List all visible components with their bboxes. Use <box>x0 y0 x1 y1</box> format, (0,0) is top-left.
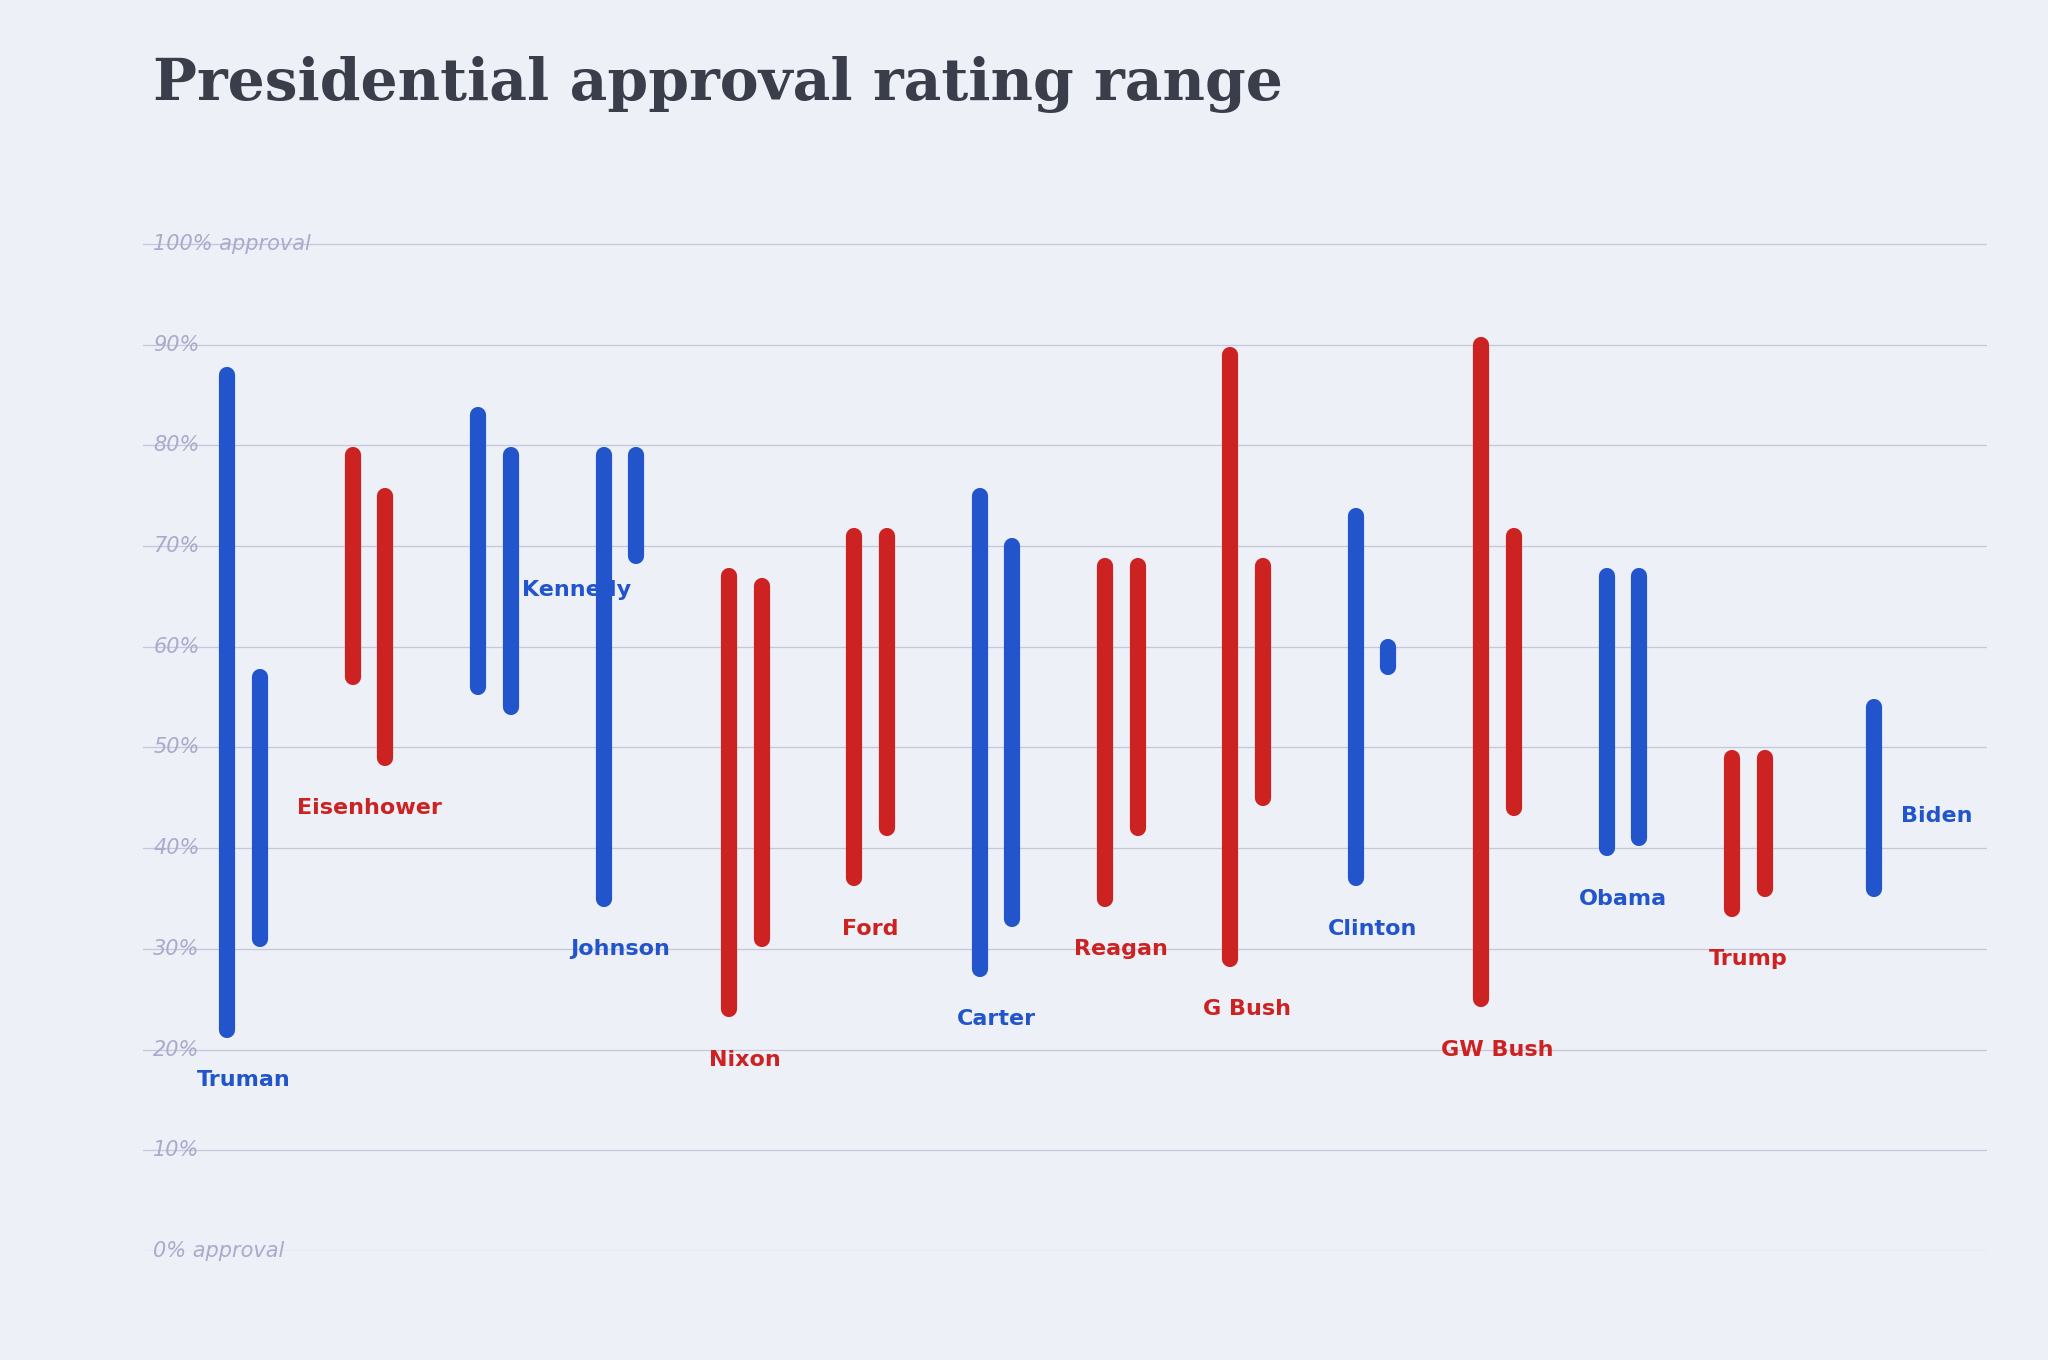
Text: 50%: 50% <box>154 737 201 758</box>
Text: Biden: Biden <box>1901 806 1972 826</box>
Text: 100% approval: 100% approval <box>154 234 311 254</box>
Text: Nixon: Nixon <box>709 1050 780 1070</box>
Text: Reagan: Reagan <box>1075 938 1167 959</box>
Text: Trump: Trump <box>1708 949 1788 968</box>
Text: 10%: 10% <box>154 1141 201 1160</box>
Text: Truman: Truman <box>197 1070 291 1089</box>
Text: Eisenhower: Eisenhower <box>297 798 442 817</box>
Text: 60%: 60% <box>154 636 201 657</box>
Text: Ford: Ford <box>842 919 899 938</box>
Text: Johnson: Johnson <box>569 938 670 959</box>
Text: GW Bush: GW Bush <box>1442 1039 1554 1059</box>
Text: Clinton: Clinton <box>1327 919 1417 938</box>
Text: 70%: 70% <box>154 536 201 556</box>
Text: 90%: 90% <box>154 335 201 355</box>
Text: Obama: Obama <box>1579 888 1667 908</box>
Text: 30%: 30% <box>154 938 201 959</box>
Text: Presidential approval rating range: Presidential approval rating range <box>154 56 1284 113</box>
Text: G Bush: G Bush <box>1202 1000 1290 1020</box>
Text: 0% approval: 0% approval <box>154 1242 285 1261</box>
Text: Kennedy: Kennedy <box>522 581 631 600</box>
Text: 40%: 40% <box>154 838 201 858</box>
Text: 80%: 80% <box>154 435 201 456</box>
Text: Carter: Carter <box>956 1009 1036 1030</box>
Text: 20%: 20% <box>154 1039 201 1059</box>
